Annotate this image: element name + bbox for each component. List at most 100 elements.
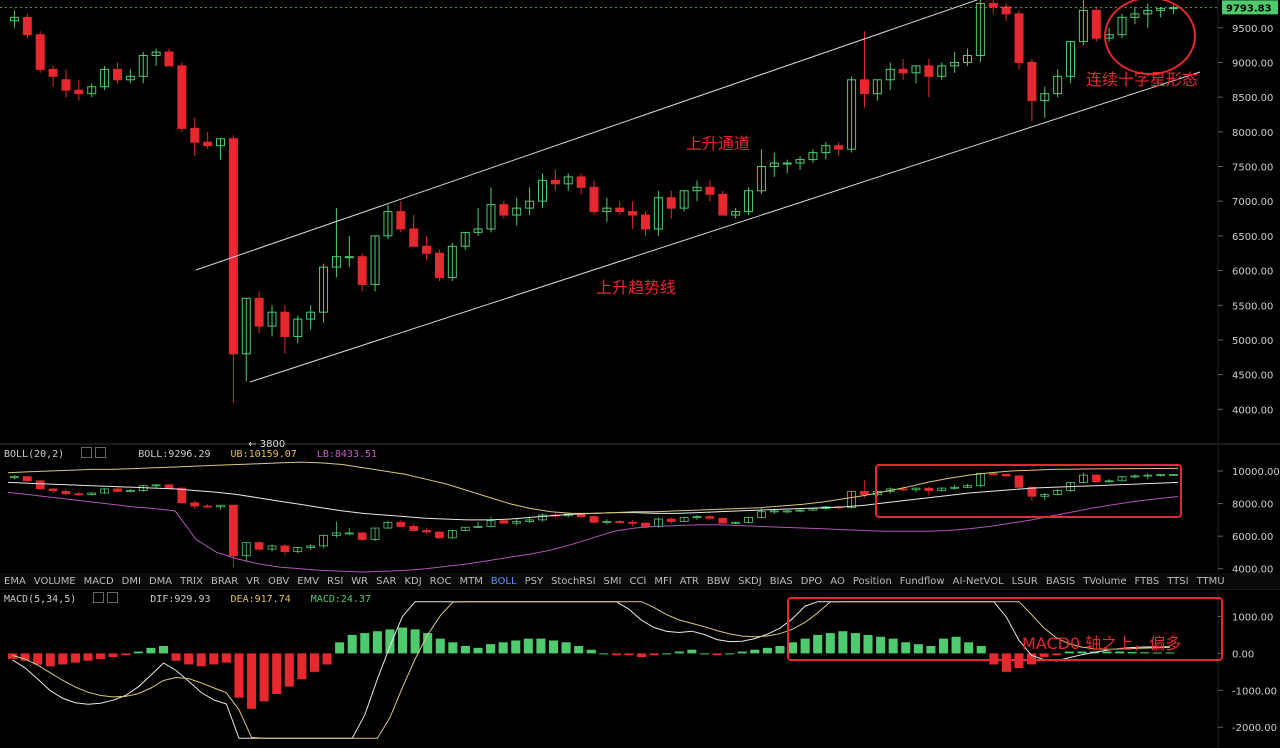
tab-dpo[interactable]: DPO <box>800 575 823 587</box>
macd-indicator-name: MACD(5,34,5) <box>4 594 77 605</box>
tab-trix[interactable]: TRIX <box>180 575 203 587</box>
tab-emv[interactable]: EMV <box>297 575 320 587</box>
tab-psy[interactable]: PSY <box>524 575 544 587</box>
macd-value: MACD:24.37 <box>310 594 371 605</box>
tab-roc[interactable]: ROC <box>429 575 452 587</box>
tab-bbw[interactable]: BBW <box>706 575 731 587</box>
close-icon[interactable] <box>95 447 107 458</box>
macd-histogram-bar <box>788 642 798 654</box>
boll-candle-body <box>1001 473 1011 477</box>
tab-wr[interactable]: WR <box>351 575 369 587</box>
annotation-channel: 上升通道 <box>686 134 751 153</box>
y-tick-label: 6000.00 <box>1232 267 1273 278</box>
macd-histogram-bar <box>322 653 332 665</box>
tab-ema[interactable]: EMA <box>4 575 26 587</box>
boll-candle-body <box>641 522 650 527</box>
candle-body <box>641 214 651 230</box>
macd-histogram-bar <box>1001 653 1011 672</box>
macd-settings-icons[interactable] <box>90 592 119 605</box>
macd-histogram-bar <box>460 646 470 654</box>
macd-histogram-bar <box>586 649 596 654</box>
close-icon[interactable] <box>107 592 119 603</box>
candle-body <box>319 266 329 313</box>
tab-position[interactable]: Position <box>852 575 892 587</box>
tab-tvolume[interactable]: TVolume <box>1083 575 1127 587</box>
tab-ftbs[interactable]: FTBS <box>1134 575 1160 587</box>
gear-icon[interactable] <box>81 447 93 458</box>
macd-histogram-bar <box>737 651 747 654</box>
macd-header: MACD(5,34,5) DIF:929.93 DEA:917.74 MACD:… <box>4 592 385 605</box>
boll-candle-body <box>422 530 431 533</box>
macd-histogram-bar <box>976 646 986 654</box>
annotation-doji: 连续十字星形态 <box>1086 70 1199 89</box>
tab-sar[interactable]: SAR <box>376 575 397 587</box>
candle-body <box>241 297 251 355</box>
tab-smi[interactable]: SMI <box>603 575 622 587</box>
tab-basis[interactable]: BASIS <box>1045 575 1076 587</box>
tab-bias[interactable]: BIAS <box>769 575 793 587</box>
tab-macd[interactable]: MACD <box>83 575 114 587</box>
macd-histogram-bar <box>863 634 873 654</box>
macd-histogram-bar <box>888 638 898 654</box>
boll-settings-icons[interactable] <box>78 447 107 460</box>
macd-histogram-bar <box>1152 652 1162 654</box>
candle-body <box>924 65 934 77</box>
tab-dmi[interactable]: DMI <box>121 575 141 587</box>
macd-histogram-bar <box>259 653 269 702</box>
tab-mfi[interactable]: MFI <box>654 575 672 587</box>
macd-histogram-bar <box>561 642 571 654</box>
boll-candle-body <box>1130 475 1140 478</box>
boll-candle-body <box>216 504 225 508</box>
candle-body <box>834 145 844 150</box>
candle-body <box>756 166 766 192</box>
candle-body <box>1027 61 1037 102</box>
boll-candle-body <box>692 516 702 519</box>
tab-volume[interactable]: VOLUME <box>33 575 76 587</box>
macd-histogram-bar <box>876 636 886 654</box>
tab-obv[interactable]: OBV <box>267 575 290 587</box>
candle-body <box>512 207 522 216</box>
candle-body <box>821 145 831 154</box>
candle-body <box>383 211 393 237</box>
tab-ai-netvol[interactable]: AI-NetVOL <box>952 575 1004 587</box>
macd-histogram-bar <box>372 631 382 654</box>
boll-candle-body <box>113 488 122 492</box>
boll-candle-body <box>576 513 586 518</box>
tab-ttmu[interactable]: TTMU <box>1196 575 1225 587</box>
gear-icon[interactable] <box>93 592 105 603</box>
y-tick-label: 4500.00 <box>1232 371 1273 382</box>
candle-body <box>396 211 406 230</box>
macd-dif-value: DIF:929.93 <box>150 594 211 605</box>
tab-boll[interactable]: BOLL <box>490 575 517 587</box>
tab-mtm[interactable]: MTM <box>459 575 483 587</box>
boll-candle-body <box>898 488 908 491</box>
macd-histogram-bar <box>1127 651 1137 654</box>
macd-y-tick-label: 1000.00 <box>1232 612 1273 623</box>
macd-histogram-bar <box>20 653 30 661</box>
macd-histogram-bar <box>725 653 735 655</box>
tab-brar[interactable]: BRAR <box>210 575 239 587</box>
macd-histogram-bar <box>209 653 219 665</box>
boll-candle-body <box>87 492 97 496</box>
candle-body <box>409 228 419 247</box>
boll-y-tick-label: 8000.00 <box>1232 500 1273 511</box>
candle-body <box>847 79 857 150</box>
tab-kdj[interactable]: KDJ <box>404 575 422 587</box>
tab-dma[interactable]: DMA <box>148 575 173 587</box>
tab-cci[interactable]: CCI <box>629 575 647 587</box>
tab-ao[interactable]: AO <box>830 575 845 587</box>
tab-stochrsi[interactable]: StochRSI <box>551 575 596 587</box>
tab-rsi[interactable]: RSI <box>327 575 344 587</box>
macd-histogram-bar <box>800 638 810 654</box>
tab-fundflow[interactable]: Fundflow <box>899 575 945 587</box>
tab-atr[interactable]: ATR <box>679 575 699 587</box>
macd-histogram-bar <box>838 631 848 654</box>
tab-lsur[interactable]: LSUR <box>1011 575 1038 587</box>
boll-highlight-box <box>875 464 1182 518</box>
tab-skdj[interactable]: SKDJ <box>738 575 762 587</box>
boll-candle-body <box>1040 494 1050 497</box>
tab-vr[interactable]: VR <box>246 575 260 587</box>
candle-body <box>537 179 547 202</box>
tab-ttsi[interactable]: TTSI <box>1167 575 1189 587</box>
